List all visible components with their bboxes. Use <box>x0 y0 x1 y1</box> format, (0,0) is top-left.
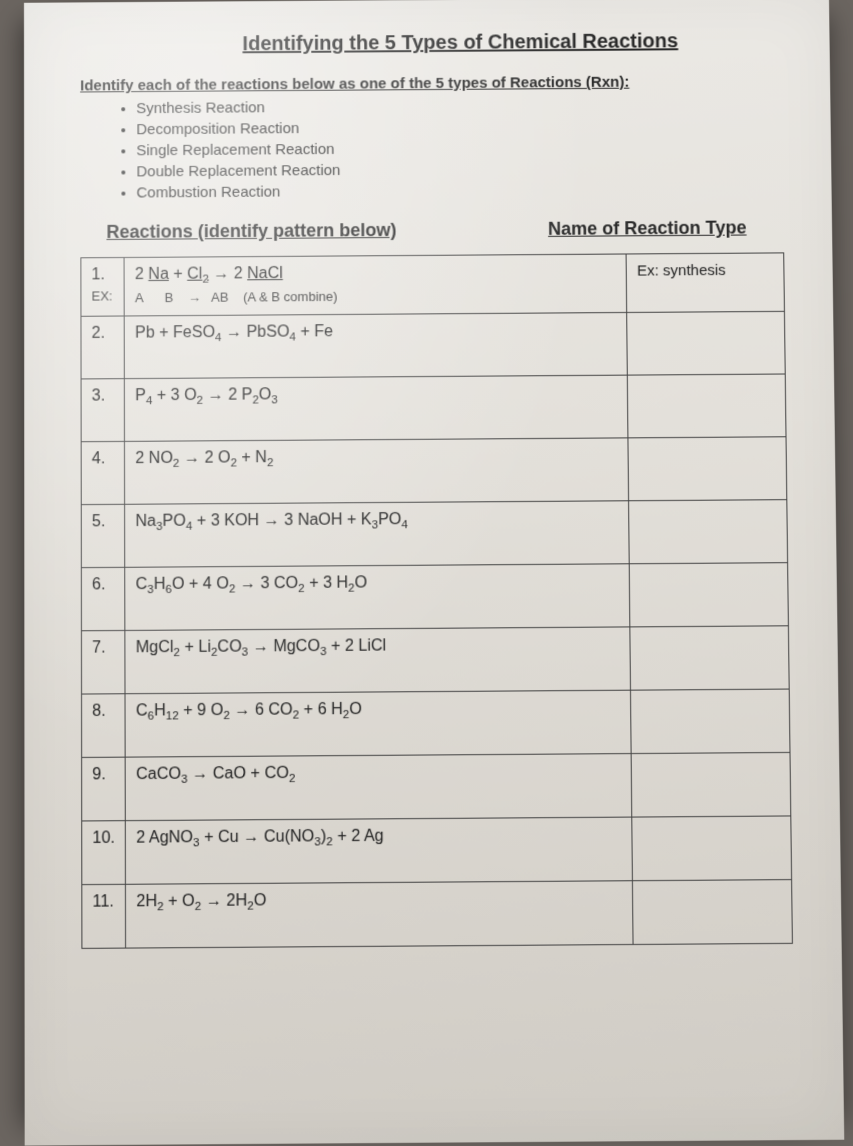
reactions-table: 1. EX: 2 Na + Cl2 → 2 NaCl A B → AB (A &… <box>80 252 793 949</box>
row-number: 7. <box>81 630 125 694</box>
table-row: 4. 2 NO2 → 2 O2 + N2 <box>81 437 787 505</box>
table-row: 5. Na3PO4 + 3 KOH → 3 NaOH + K3PO4 <box>81 500 787 568</box>
list-item: Single Replacement Reaction <box>136 138 783 160</box>
reaction-formula: 2 Na + Cl2 → 2 NaCl <box>135 263 616 287</box>
answer-cell <box>628 437 787 501</box>
reaction-cell: C3H6O + 4 O2 → 3 CO2 + 3 H2O <box>125 564 630 631</box>
row-number: 11. <box>82 884 126 948</box>
answer-cell <box>631 752 790 817</box>
row-number: 4. <box>81 441 125 504</box>
reaction-cell: 2 Na + Cl2 → 2 NaCl A B → AB (A & B comb… <box>124 254 627 316</box>
answer-cell <box>631 689 790 754</box>
header-reactions: Reactions (identify pattern below) <box>106 219 548 243</box>
answer-cell <box>627 311 785 375</box>
worksheet-page: Identifying the 5 Types of Chemical Reac… <box>24 0 844 1146</box>
table-row: 9. CaCO3 → CaO + CO2 <box>82 752 791 821</box>
row-number-text: 1. <box>91 266 113 284</box>
reaction-cell: C6H12 + 9 O2 → 6 CO2 + 6 H2O <box>125 690 631 757</box>
instruction-text: Identify each of the reactions below as … <box>80 73 782 95</box>
table-row: 7. MgCl2 + Li2CO3 → MgCO3 + 2 LiCl <box>81 626 789 694</box>
row-number: 2. <box>81 316 125 379</box>
reaction-cell: Pb + FeSO4 → PbSO4 + Fe <box>124 312 627 378</box>
reaction-cell: 2H2 + O2 → 2H2O <box>126 881 634 948</box>
row-number: 10. <box>82 821 126 885</box>
list-item: Combustion Reaction <box>136 180 783 202</box>
pattern-line: A B → AB (A & B combine) <box>135 287 616 306</box>
row-number: 9. <box>82 757 126 821</box>
list-item: Double Replacement Reaction <box>136 159 783 181</box>
answer-cell <box>632 816 792 881</box>
row-number: 6. <box>81 567 125 630</box>
table-row: 6. C3H6O + 4 O2 → 3 CO2 + 3 H2O <box>81 563 788 631</box>
table-row: 3. P4 + 3 O2 → 2 P2O3 <box>81 374 786 442</box>
answer-cell <box>628 374 786 438</box>
column-headers: Reactions (identify pattern below) Name … <box>80 217 784 243</box>
reaction-cell: CaCO3 → CaO + CO2 <box>125 754 632 821</box>
worksheet-title: Identifying the 5 Types of Chemical Reac… <box>200 30 721 57</box>
row-number: 8. <box>82 694 126 758</box>
row-number: 1. EX: <box>81 257 125 316</box>
answer-cell <box>629 563 788 627</box>
reaction-types-list: Synthesis Reaction Decomposition Reactio… <box>136 96 783 202</box>
list-item: Decomposition Reaction <box>136 117 782 139</box>
answer-cell: Ex: synthesis <box>626 253 784 313</box>
row-number: 3. <box>81 379 125 442</box>
reaction-cell: 2 AgNO3 + Cu → Cu(NO3)2 + 2 Ag <box>126 817 633 884</box>
answer-cell <box>630 626 789 690</box>
header-type: Name of Reaction Type <box>548 217 784 240</box>
table-row: 2. Pb + FeSO4 → PbSO4 + Fe <box>81 311 785 379</box>
table-row: 8. C6H12 + 9 O2 → 6 CO2 + 6 H2O <box>82 689 790 757</box>
table-row: 11. 2H2 + O2 → 2H2O <box>82 880 793 949</box>
reaction-cell: P4 + 3 O2 → 2 P2O3 <box>125 375 629 441</box>
answer-cell <box>633 880 793 945</box>
list-item: Synthesis Reaction <box>136 96 782 118</box>
reaction-cell: 2 NO2 → 2 O2 + N2 <box>125 438 629 504</box>
table-row: 1. EX: 2 Na + Cl2 → 2 NaCl A B → AB (A &… <box>81 253 785 316</box>
table-row: 10. 2 AgNO3 + Cu → Cu(NO3)2 + 2 Ag <box>82 816 792 885</box>
reaction-cell: MgCl2 + Li2CO3 → MgCO3 + 2 LiCl <box>125 627 631 694</box>
reaction-cell: Na3PO4 + 3 KOH → 3 NaOH + K3PO4 <box>125 501 630 568</box>
row-number: 5. <box>81 504 125 567</box>
answer-cell <box>629 500 788 564</box>
example-label: EX: <box>91 288 113 303</box>
